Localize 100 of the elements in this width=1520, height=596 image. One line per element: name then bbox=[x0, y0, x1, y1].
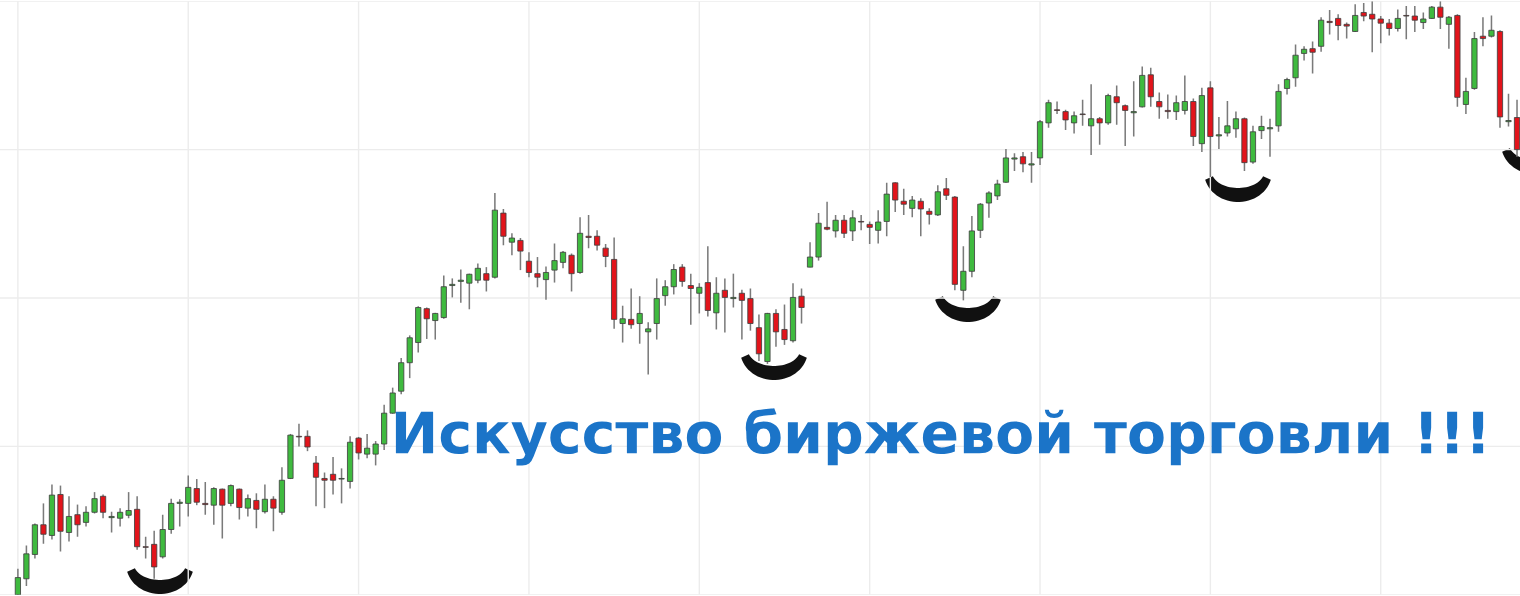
candlestick bbox=[151, 529, 158, 580]
candlestick bbox=[389, 386, 396, 415]
candlestick bbox=[14, 567, 21, 595]
candlestick bbox=[1028, 151, 1035, 184]
candlestick bbox=[1164, 93, 1171, 120]
candlestick bbox=[1054, 100, 1061, 115]
candlestick bbox=[338, 467, 345, 505]
candlestick bbox=[1224, 100, 1231, 138]
candlestick bbox=[738, 288, 745, 341]
candlestick bbox=[1292, 43, 1299, 88]
text: Искусство биржевой торговли !!! bbox=[395, 408, 1484, 466]
candlestick bbox=[585, 214, 592, 249]
candlestick bbox=[227, 483, 234, 508]
candlestick bbox=[261, 483, 268, 515]
candlestick bbox=[602, 243, 609, 268]
candlestick bbox=[1335, 13, 1342, 42]
candlestick bbox=[798, 287, 805, 325]
candlestick bbox=[858, 214, 865, 232]
candlestick bbox=[534, 256, 541, 289]
candlestick bbox=[517, 237, 524, 271]
candlestick bbox=[849, 209, 856, 242]
candlestick bbox=[321, 471, 328, 509]
candlestick bbox=[619, 304, 626, 344]
candlestick bbox=[1352, 3, 1359, 33]
candlestick bbox=[943, 177, 950, 201]
candlestick bbox=[295, 423, 303, 448]
candlestick bbox=[329, 456, 337, 496]
candlestick bbox=[457, 268, 464, 304]
candlestick bbox=[985, 190, 992, 219]
candlestick bbox=[687, 272, 694, 326]
candlestick bbox=[1505, 93, 1512, 128]
candlestick bbox=[1326, 9, 1333, 36]
candlestick bbox=[176, 498, 183, 528]
candlestick bbox=[100, 493, 107, 519]
candlestick bbox=[364, 433, 371, 460]
candlestick bbox=[1215, 116, 1222, 150]
candlestick bbox=[832, 214, 839, 239]
candlestick bbox=[1122, 103, 1129, 147]
candlestick bbox=[1479, 16, 1487, 48]
candlestick bbox=[994, 179, 1001, 201]
candlestick bbox=[236, 487, 243, 521]
candlestick bbox=[40, 502, 47, 545]
candlestick bbox=[270, 495, 277, 533]
candlestick bbox=[483, 266, 490, 293]
candlestick bbox=[892, 181, 899, 213]
candlestick bbox=[866, 220, 873, 245]
candlestick bbox=[1088, 83, 1095, 156]
candlestick bbox=[806, 241, 814, 268]
candlestick bbox=[1301, 45, 1308, 62]
candlestick bbox=[244, 493, 251, 518]
candlestick bbox=[934, 184, 941, 217]
candlestick bbox=[1445, 15, 1452, 50]
candlestick bbox=[312, 455, 320, 508]
candlestick bbox=[202, 481, 209, 516]
candlestick bbox=[875, 209, 882, 245]
candlestick bbox=[500, 208, 507, 246]
candlestick bbox=[508, 232, 515, 257]
candlestick bbox=[1232, 110, 1239, 139]
candlestick bbox=[117, 507, 124, 528]
candlestick bbox=[1071, 110, 1078, 135]
candlestick bbox=[74, 503, 81, 538]
candlestick bbox=[645, 321, 652, 376]
candlestick bbox=[594, 229, 601, 252]
candlestick bbox=[210, 486, 217, 526]
candlestick bbox=[219, 487, 226, 540]
candlestick bbox=[636, 295, 643, 345]
candlestick bbox=[1181, 74, 1188, 116]
candlestick bbox=[960, 245, 967, 302]
candlestick bbox=[1258, 114, 1265, 140]
candlestick bbox=[65, 495, 73, 543]
candlestick bbox=[1113, 84, 1120, 126]
candlestick bbox=[551, 242, 558, 284]
candlestick bbox=[1130, 80, 1137, 138]
candlestick bbox=[1045, 98, 1052, 129]
candlestick bbox=[466, 272, 473, 311]
candlestick bbox=[824, 201, 831, 232]
candlestick bbox=[1096, 116, 1103, 146]
candlestick bbox=[1266, 117, 1274, 158]
candlestick bbox=[628, 287, 635, 330]
candlestick bbox=[542, 265, 550, 301]
candlestick bbox=[372, 440, 379, 467]
candlestick bbox=[568, 252, 575, 293]
candlestick bbox=[730, 272, 737, 309]
candlestick bbox=[1156, 91, 1163, 120]
candlestick bbox=[721, 277, 728, 334]
candlestick bbox=[1411, 5, 1418, 33]
candlestick bbox=[1403, 5, 1410, 40]
candlestick bbox=[304, 429, 311, 452]
candlestick bbox=[841, 214, 848, 239]
candlestick bbox=[1462, 77, 1469, 115]
candlestick bbox=[125, 491, 132, 519]
candlestick bbox=[474, 262, 481, 284]
candlestick bbox=[253, 492, 260, 530]
candlestick bbox=[1062, 109, 1069, 131]
candlestick bbox=[449, 277, 456, 299]
candlestick bbox=[900, 188, 907, 216]
candlestick bbox=[1173, 94, 1180, 121]
candlestick bbox=[1019, 151, 1027, 173]
candlestick bbox=[713, 276, 720, 331]
candlestick bbox=[1437, 1, 1444, 30]
